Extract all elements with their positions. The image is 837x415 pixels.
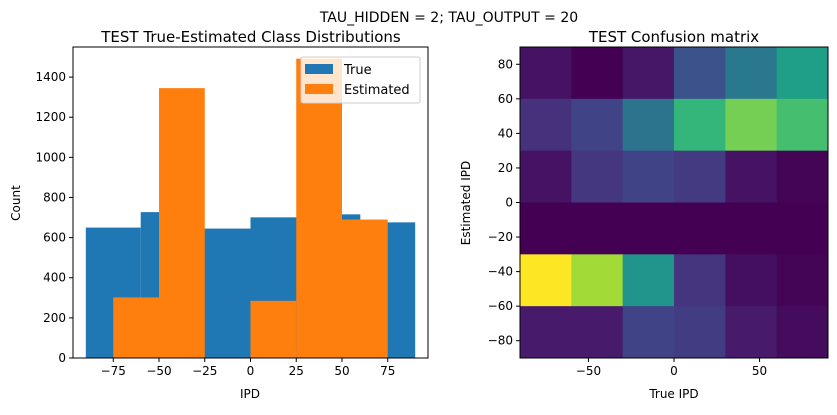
y-tick-label: 800 (43, 190, 66, 204)
y-tick-label: −40 (488, 265, 513, 279)
heatmap-cell (520, 150, 572, 203)
y-tick-label: 600 (43, 231, 66, 245)
x-tick-label: 50 (334, 364, 349, 378)
hist-title: TEST True-Estimated Class Distributions (100, 28, 401, 46)
y-tick-label: 0 (58, 351, 66, 365)
heatmap-cell (674, 150, 726, 203)
y-tick-label: 400 (43, 271, 66, 285)
heatmap-cell (776, 254, 829, 307)
heatmap-cell (622, 202, 675, 255)
x-tick-label: 75 (380, 364, 395, 378)
cm-title: TEST Confusion matrix (588, 28, 759, 46)
y-tick-label: 0 (505, 196, 513, 210)
histogram-axes: −75 −50 −25 0 25 50 75 0 200 400 600 800 1000 1200 140… (35, 46, 429, 378)
legend-swatch-true (305, 64, 333, 74)
heatmap-cell (674, 202, 726, 255)
heatmap-cell (725, 306, 778, 359)
x-tick-label: −25 (192, 364, 217, 378)
legend-swatch-estimated (305, 84, 333, 94)
bar-estimated (159, 88, 205, 358)
heatmap-cell (776, 150, 829, 203)
y-tick-label: 1000 (35, 150, 66, 164)
bar-estimated (296, 58, 342, 358)
heatmap-cell (776, 47, 829, 100)
heatmap-cell (571, 254, 624, 307)
cm-xlabel: True IPD (648, 387, 698, 401)
heatmap-cell (520, 306, 572, 359)
y-tick-label: −80 (488, 334, 513, 348)
heatmap-cell (622, 254, 675, 307)
heatmap-cell (725, 150, 778, 203)
heatmap-cell (674, 254, 726, 307)
x-tick-label: 50 (752, 364, 767, 378)
y-tick-label: 20 (498, 161, 513, 175)
x-tick-label: 0 (670, 364, 678, 378)
heatmap-cell (520, 254, 572, 307)
x-tick-label: −75 (101, 364, 126, 378)
heatmap-cell (674, 306, 726, 359)
confusion-matrix-axes: −50 0 50 −80 −60 −40 −20 0 20 40 60 80 (488, 46, 829, 378)
heatmap-cell (622, 98, 675, 152)
heatmap-cell (674, 98, 726, 152)
heatmap-cell (571, 47, 624, 100)
y-tick-label: 60 (498, 92, 513, 106)
x-tick-label: −50 (576, 364, 601, 378)
suptitle: TAU_HIDDEN = 2; TAU_OUTPUT = 20 (319, 10, 578, 26)
y-tick-label: −60 (488, 299, 513, 313)
heatmap-cell (622, 150, 675, 203)
y-tick-label: 200 (43, 311, 66, 325)
heatmap-cell (725, 47, 778, 100)
heatmap-cell (520, 47, 572, 100)
heatmap-cell (725, 98, 778, 152)
hist-ylabel: Count (9, 185, 23, 221)
heatmap-cell (776, 306, 829, 359)
heatmap-cell (622, 306, 675, 359)
x-tick-label: 0 (247, 364, 255, 378)
heatmap-cell (674, 47, 726, 100)
x-tick-label: −50 (146, 364, 171, 378)
heatmap-cell (571, 98, 624, 152)
x-tick-label: 25 (289, 364, 304, 378)
y-tick-label: 1200 (35, 110, 66, 124)
heatmap-cell (622, 47, 675, 100)
bar-estimated (250, 300, 297, 358)
y-tick-label: −20 (488, 230, 513, 244)
bar-estimated (341, 219, 388, 358)
heatmap-cell (776, 202, 829, 255)
bar-estimated (113, 297, 160, 358)
heatmap-cell (571, 306, 624, 359)
heatmap-cell (776, 98, 829, 152)
legend-label-true: True (343, 63, 372, 78)
heatmap-cell (725, 202, 778, 255)
cm-ylabel: Estimated IPD (459, 161, 473, 245)
hist-xlabel: IPD (240, 387, 260, 401)
heatmap-cell (520, 98, 572, 152)
y-tick-label: 1400 (35, 70, 66, 84)
y-tick-label: 40 (498, 126, 513, 140)
heatmap-cell (520, 202, 572, 255)
y-tick-label: 80 (498, 57, 513, 71)
legend-label-estimated: Estimated (344, 83, 410, 98)
heatmap-cell (571, 150, 624, 203)
heatmap-cell (725, 254, 778, 307)
heatmap-cell (571, 202, 624, 255)
